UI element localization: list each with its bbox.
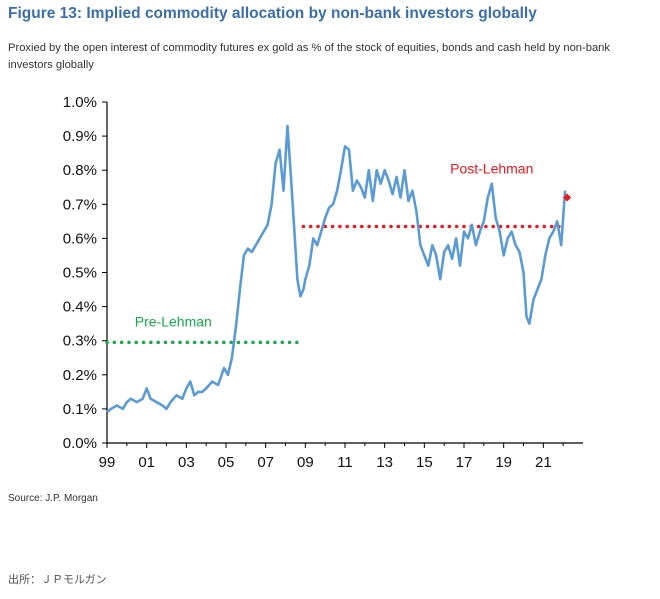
x-tick-label: 05	[218, 454, 235, 471]
x-tick-label: 15	[416, 454, 433, 471]
footer-note: 出所：ＪＰモルガン	[8, 574, 107, 586]
post-lehman-label: Post-Lehman	[450, 161, 533, 177]
y-tick-label: 0.3%	[63, 333, 97, 350]
line-chart: 0.0% 0.1% 0.2% 0.3% 0.4% 0.5% 0.6% 0.7% 0.8% 0.9%…	[63, 94, 583, 471]
y-tick-label: 0.6%	[63, 230, 97, 247]
pre-lehman-label: Pre-Lehman	[135, 313, 212, 329]
reference-labels: Pre-Lehman Post-Lehman	[135, 161, 534, 330]
figure-subtitle: Proxied by the open interest of commodit…	[8, 42, 610, 71]
x-tick-label: 07	[257, 454, 274, 471]
reference-lines	[105, 224, 565, 345]
y-tick-label: 0.8%	[63, 162, 97, 179]
y-tick-label: 0.7%	[63, 196, 97, 213]
y-tick-label: 1.0%	[63, 94, 97, 111]
y-tick-label: 0.1%	[63, 401, 97, 418]
x-tick-label: 13	[376, 454, 393, 471]
y-tick-label: 0.4%	[63, 299, 97, 316]
series-line	[106, 124, 567, 414]
figure-title: Figure 13: Implied commodity allocation …	[8, 5, 537, 22]
figure-source: Source: J.P. Morgan	[8, 493, 98, 504]
x-tick-label: 03	[178, 454, 195, 471]
y-axis-ticks: 0.0% 0.1% 0.2% 0.3% 0.4% 0.5% 0.6% 0.7% 0.8% 0.9%…	[63, 94, 107, 452]
x-axis-ticks: 99 01 03 05 07 09 11 13 15 17 19 21	[99, 443, 564, 471]
x-tick-label: 17	[456, 454, 473, 471]
x-tick-label: 11	[337, 454, 353, 471]
x-tick-label: 01	[138, 454, 155, 471]
x-tick-label: 19	[495, 454, 512, 471]
x-tick-label: 99	[99, 454, 116, 471]
data-series	[106, 124, 572, 414]
y-tick-label: 0.9%	[63, 128, 97, 145]
y-tick-label: 0.0%	[63, 435, 97, 452]
end-point-marker	[563, 193, 572, 202]
y-tick-label: 0.5%	[63, 265, 97, 282]
x-tick-label: 21	[535, 454, 552, 471]
x-tick-label: 09	[297, 454, 314, 471]
y-tick-label: 0.2%	[63, 367, 97, 384]
